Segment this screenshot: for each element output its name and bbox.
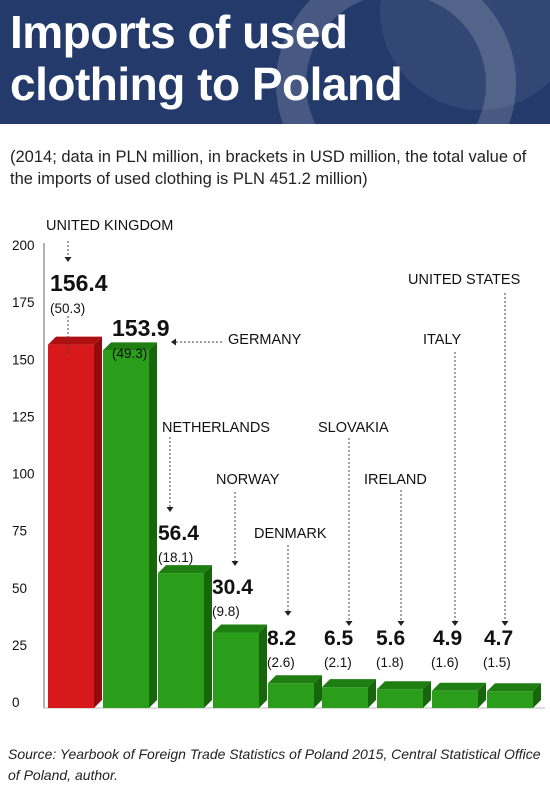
- data-label: 156.4: [50, 270, 108, 296]
- usd-data-label: (2.6): [267, 655, 295, 670]
- data-label: 56.4: [158, 522, 199, 545]
- bar-side-face: [533, 683, 541, 708]
- bar-side-face: [368, 679, 376, 708]
- bar-side-face: [204, 565, 212, 708]
- category-label: IRELAND: [364, 472, 427, 488]
- y-tick-label: 125: [12, 409, 35, 424]
- category-label: UNITED STATES: [408, 272, 520, 288]
- bar: [322, 687, 368, 708]
- category-label: NETHERLANDS: [162, 420, 270, 436]
- category-label: ITALY: [423, 332, 461, 348]
- bar: [48, 344, 94, 708]
- bar-top-face: [158, 565, 212, 574]
- bar-top-face: [487, 683, 541, 692]
- category-label: SLOVAKIA: [318, 420, 389, 436]
- data-label: 30.4: [212, 576, 253, 599]
- bar-top-face: [322, 679, 376, 688]
- callout-arrowhead: [64, 257, 72, 262]
- chart-subtitle: (2014; data in PLN million, in brackets …: [10, 148, 527, 188]
- bar: [103, 350, 149, 708]
- bar-chart: 0 25 50 75 100 125 150 175 200 UNITED KINGDOM 156.…: [12, 218, 545, 710]
- bar-side-face: [478, 682, 486, 708]
- callout-arrowhead: [231, 561, 239, 566]
- category-label: NORWAY: [216, 472, 280, 488]
- bar-top-face: [213, 624, 267, 633]
- usd-data-label: (50.3): [50, 301, 85, 316]
- y-tick-label: 150: [12, 352, 35, 367]
- usd-data-label: (2.1): [324, 655, 352, 670]
- callout-arrowhead: [397, 621, 405, 626]
- y-tick-label: 200: [12, 238, 35, 253]
- usd-data-label: (18.1): [158, 550, 193, 565]
- bar: [268, 683, 314, 708]
- source-note: Source: Yearbook of Foreign Trade Statis…: [8, 746, 541, 783]
- bar-top-face: [432, 682, 486, 691]
- y-tick-label: 175: [12, 295, 35, 310]
- bar: [432, 690, 478, 708]
- usd-data-label: (1.6): [431, 655, 459, 670]
- callout-arrowhead: [171, 338, 176, 346]
- category-label: UNITED KINGDOM: [46, 218, 173, 234]
- bar-side-face: [149, 342, 157, 708]
- data-label: 6.5: [324, 627, 354, 650]
- data-label: 4.9: [433, 627, 462, 650]
- bar-top-face: [377, 681, 431, 690]
- data-label: 8.2: [267, 627, 296, 650]
- usd-data-label: (49.3): [112, 346, 147, 361]
- category-label: DENMARK: [254, 526, 327, 542]
- y-tick-label: 25: [12, 638, 27, 653]
- bar: [213, 632, 259, 708]
- bar-side-face: [314, 675, 322, 708]
- callout-arrowhead: [284, 611, 292, 616]
- usd-data-label: (1.8): [376, 655, 404, 670]
- header-banner: Imports of used clothing to Poland: [0, 0, 550, 124]
- data-label: 4.7: [484, 627, 513, 650]
- bar-side-face: [94, 336, 102, 708]
- bar: [487, 691, 533, 708]
- y-tick-label: 50: [12, 581, 27, 596]
- page-title: Imports of used clothing to Poland: [10, 6, 403, 110]
- bar-side-face: [259, 624, 267, 708]
- data-label: 5.6: [376, 627, 405, 650]
- usd-data-label: (1.5): [483, 655, 511, 670]
- category-label: GERMANY: [228, 332, 302, 348]
- callout-arrowhead: [501, 621, 509, 626]
- callout-arrowhead: [345, 621, 353, 626]
- bar-side-face: [423, 681, 431, 708]
- y-tick-label: 0: [12, 695, 20, 710]
- callout-arrowhead: [166, 507, 174, 512]
- bar: [158, 573, 204, 708]
- bar: [377, 689, 423, 708]
- usd-data-label: (9.8): [212, 604, 240, 619]
- bar-top-face: [48, 336, 102, 345]
- bar-top-face: [103, 342, 157, 351]
- y-tick-label: 100: [12, 467, 35, 482]
- data-label: 153.9: [112, 315, 170, 341]
- bar-top-face: [268, 675, 322, 684]
- callout-arrowhead: [451, 621, 459, 626]
- y-tick-label: 75: [12, 524, 27, 539]
